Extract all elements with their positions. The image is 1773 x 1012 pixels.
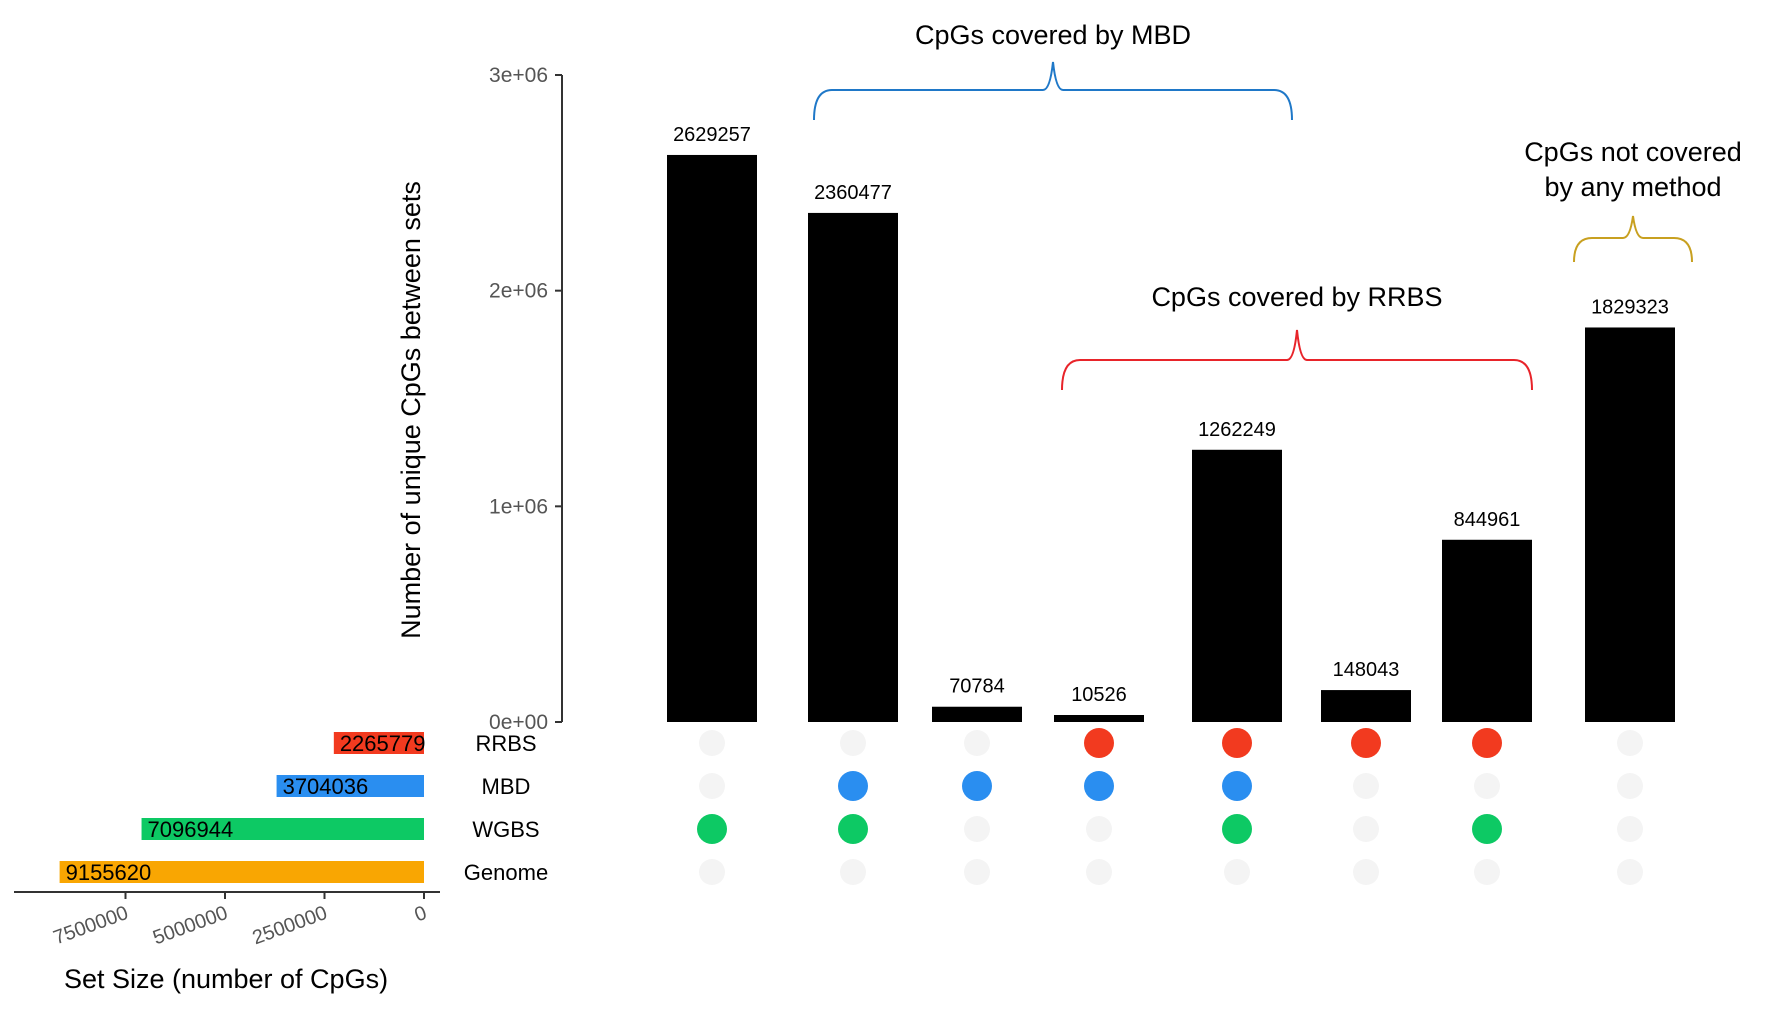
set-size-bar (333, 732, 424, 754)
y-tick-label: 0e+00 (489, 711, 548, 734)
membership-dot-filled (697, 814, 727, 844)
membership-dot-empty (1474, 773, 1500, 799)
membership-dot-empty (1086, 859, 1112, 885)
membership-dot-filled (1472, 814, 1502, 844)
intersection-bar (932, 706, 1022, 722)
set-size-value: 3704036 (283, 774, 369, 799)
set-size-tick-label: 2500000 (250, 902, 331, 949)
membership-dot-empty (840, 730, 866, 756)
membership-dot-empty (840, 859, 866, 885)
bar-value-label: 70784 (949, 676, 1005, 698)
intersection-bar (1585, 327, 1675, 722)
membership-dot-filled (1472, 728, 1502, 758)
set-name-label: RRBS (475, 731, 536, 756)
membership-dot-filled (1351, 728, 1381, 758)
membership-dot-empty (699, 859, 725, 885)
set-size-bar (276, 775, 424, 797)
y-tick-label: 2e+06 (489, 280, 548, 303)
membership-dot-empty (964, 730, 990, 756)
bar-value-label: 1262249 (1198, 419, 1276, 441)
set-name-label: Genome (464, 860, 548, 885)
membership-dot-filled (962, 771, 992, 801)
bar-value-label: 148043 (1333, 659, 1400, 681)
set-size-bar (141, 818, 424, 840)
annotation-label: CpGs not covered (1524, 137, 1742, 167)
membership-dot-filled (838, 814, 868, 844)
set-name-label: WGBS (472, 817, 539, 842)
bar-value-label: 2360477 (814, 182, 892, 204)
membership-dot-filled (1222, 728, 1252, 758)
membership-dot-filled (1222, 814, 1252, 844)
annotation-brace (1573, 215, 1693, 263)
set-size-value: 2265779 (340, 731, 426, 756)
membership-dot-empty (1617, 730, 1643, 756)
x-axis-label: Set Size (number of CpGs) (64, 964, 388, 994)
intersection-bar (1054, 715, 1144, 722)
membership-dot-empty (1617, 859, 1643, 885)
y-axis-label: Number of unique CpGs between sets (396, 181, 426, 639)
y-tick-label: 3e+06 (489, 64, 548, 87)
set-size-tick-label: 0 (412, 902, 430, 926)
membership-dot-filled (1084, 728, 1114, 758)
annotation-label: CpGs covered by MBD (915, 20, 1191, 50)
set-size-value: 9155620 (66, 860, 152, 885)
annotation-brace (813, 61, 1293, 121)
membership-dot-empty (964, 859, 990, 885)
set-size-value: 7096944 (148, 817, 234, 842)
membership-dot-empty (1086, 816, 1112, 842)
membership-dot-empty (1224, 859, 1250, 885)
membership-dot-empty (1353, 773, 1379, 799)
annotation-label: by any method (1544, 172, 1721, 202)
membership-dot-empty (964, 816, 990, 842)
membership-dot-empty (699, 773, 725, 799)
set-name-label: MBD (482, 774, 531, 799)
membership-dot-filled (1084, 771, 1114, 801)
membership-dot-empty (1353, 859, 1379, 885)
bar-value-label: 10526 (1071, 684, 1127, 706)
set-size-tick-label: 5000000 (150, 902, 231, 949)
membership-dot-filled (838, 771, 868, 801)
membership-dot-filled (1222, 771, 1252, 801)
membership-dot-empty (1617, 816, 1643, 842)
bar-value-label: 2629257 (673, 124, 751, 146)
annotation-label: CpGs covered by RRBS (1151, 282, 1442, 312)
set-size-tick-label: 7500000 (51, 902, 132, 949)
membership-dot-empty (1474, 859, 1500, 885)
set-size-bar (59, 861, 424, 883)
y-tick-label: 1e+06 (489, 495, 548, 518)
intersection-bar (808, 212, 898, 722)
membership-dot-empty (1617, 773, 1643, 799)
intersection-bar (1192, 449, 1282, 722)
annotation-brace (1061, 329, 1533, 391)
intersection-bar (667, 154, 757, 722)
bar-value-label: 844961 (1454, 509, 1521, 531)
intersection-bar (1442, 539, 1532, 722)
membership-dot-empty (699, 730, 725, 756)
intersection-bar (1321, 690, 1411, 722)
bar-value-label: 1829323 (1591, 296, 1669, 318)
membership-dot-empty (1353, 816, 1379, 842)
